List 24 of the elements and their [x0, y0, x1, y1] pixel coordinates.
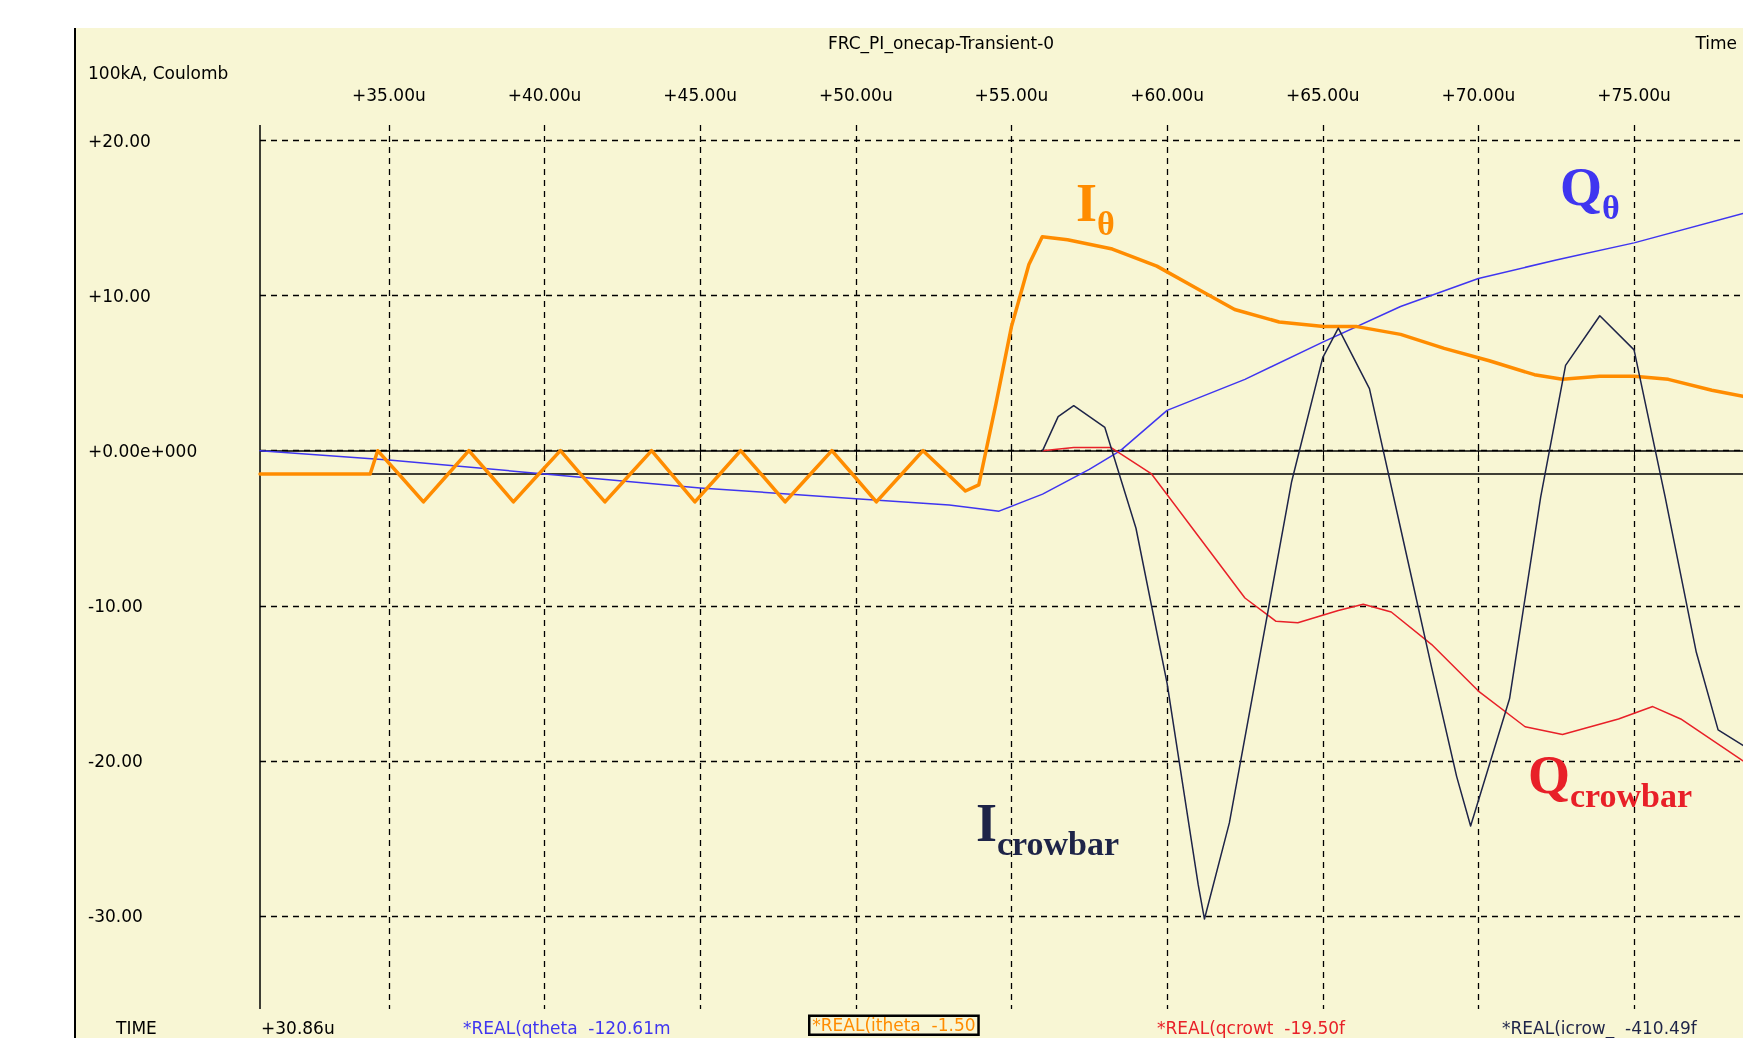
x-tick-label: +60.00u [1130, 84, 1204, 105]
text: *REAL(itheta -1.50 [812, 1015, 976, 1036]
y-tick-label: +0.00e+000 [88, 440, 198, 461]
x-tick-label: +75.00u [1597, 84, 1671, 105]
chart-title: FRC_PI_onecap-Transient-0 [828, 32, 1055, 54]
x-tick-label: +50.00u [818, 84, 893, 105]
x-axis-title: Time [1694, 32, 1738, 53]
y-tick-label: -10.00 [88, 595, 143, 616]
text: *REAL(qcrowt -19.50f [1157, 1017, 1347, 1038]
x-tick-label: +45.00u [663, 84, 738, 105]
x-tick-label: +65.00u [1285, 84, 1360, 105]
x-tick-label: +55.00u [974, 84, 1049, 105]
y-axis-title: 100kA, Coulomb [88, 62, 229, 83]
y-tick-label: +20.00 [88, 130, 151, 151]
text: +30.86u [261, 1017, 335, 1038]
text: TIME [115, 1017, 157, 1038]
text: *REAL(icrow_ -410.49f [1502, 1017, 1698, 1038]
x-tick-label: +35.00u [352, 84, 426, 105]
text: *REAL(qtheta -120.61m [463, 1017, 671, 1038]
y-tick-label: -30.00 [88, 905, 143, 926]
x-tick-label: +70.00u [1441, 84, 1516, 105]
y-tick-label: +10.00 [88, 285, 151, 306]
y-tick-label: -20.00 [88, 750, 143, 771]
x-tick-label: +40.00u [507, 84, 582, 105]
